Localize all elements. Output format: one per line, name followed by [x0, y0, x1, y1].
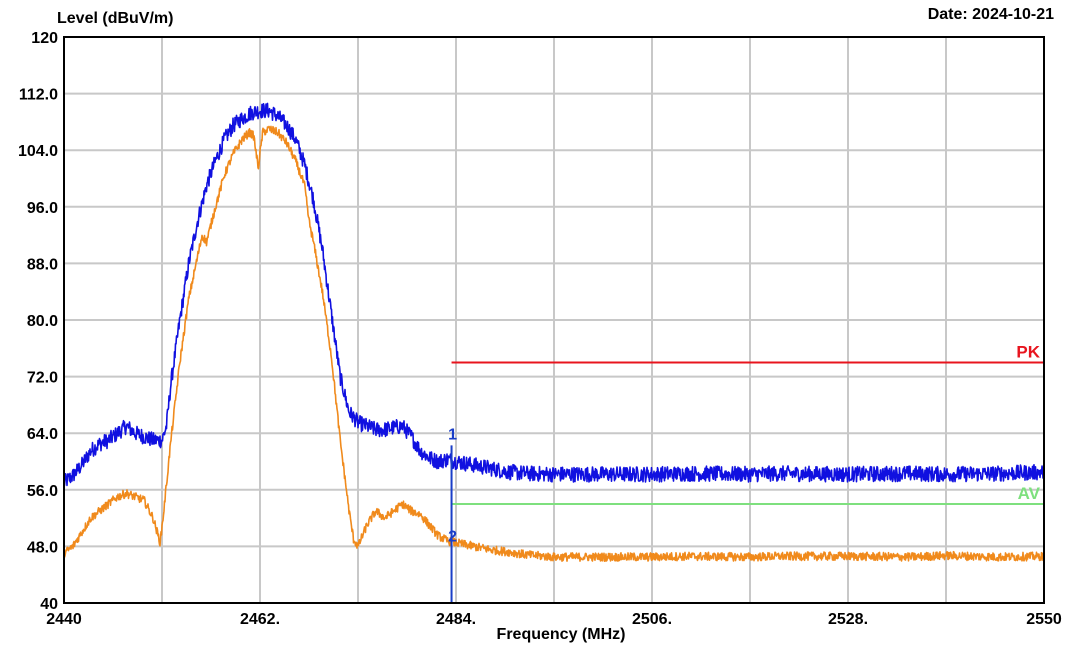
marker-label-2: 2: [448, 529, 457, 546]
y-tick-label: 48.0: [27, 539, 58, 556]
x-tick-label: 2440: [46, 611, 82, 628]
y-tick-label: 64.0: [27, 426, 58, 443]
trace-lines: [63, 102, 1045, 562]
limit-label-av: AV: [1018, 484, 1041, 503]
y-tick-label: 96.0: [27, 200, 58, 217]
y-tick-label: 80.0: [27, 313, 58, 330]
y-tick-label: 88.0: [27, 256, 58, 273]
y-tick-label: 120: [31, 30, 58, 47]
y-tick-label: 72.0: [27, 370, 58, 387]
trace-series-1: [63, 102, 1045, 487]
x-tick-label: 2506.: [632, 611, 672, 628]
axis-tick-labels: 40 48.0 56.0 64.0 72.0 80.0 88.0 96.0 104.0 112.0…: [18, 30, 1062, 628]
limit-label-pk: PK: [1016, 342, 1040, 361]
chart-grid: [63, 36, 1045, 604]
y-tick-label: 40: [40, 596, 58, 613]
x-tick-label: 2462.: [240, 611, 280, 628]
plot-frame: [63, 36, 1045, 604]
y-tick-label: 112.0: [19, 87, 58, 104]
y-tick-label: 56.0: [27, 483, 58, 500]
trace-series-2: [63, 125, 1045, 562]
x-tick-label: 2484.: [436, 611, 476, 628]
limit-lines: PK AV: [451, 342, 1044, 505]
x-tick-label: 2550: [1026, 611, 1062, 628]
x-tick-label: 2528.: [828, 611, 868, 628]
y-tick-label: 104.0: [18, 143, 58, 160]
x-axis-title: Frequency (MHz): [496, 626, 626, 643]
trace-markers: 12: [448, 426, 457, 603]
date-label: Date: 2024-10-21: [927, 6, 1054, 23]
marker-label-1: 1: [448, 426, 457, 443]
y-axis-title: Level (dBuV/m): [57, 10, 174, 27]
